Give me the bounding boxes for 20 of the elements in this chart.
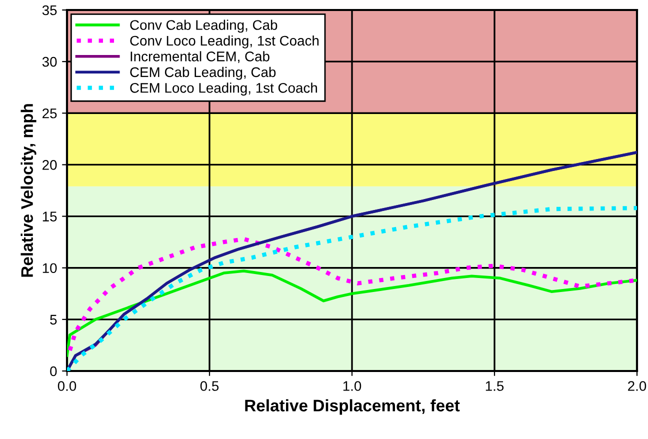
legend-label: Incremental CEM, Cab (130, 51, 270, 64)
legend-label: CEM Cab Leading, Cab (130, 66, 276, 80)
y-tick-label: 10 (42, 263, 57, 274)
legend-label: CEM Loco Leading, 1st Coach (130, 82, 317, 96)
x-tick-label: 1.0 (343, 381, 362, 391)
x-tick-label: 0.5 (200, 381, 219, 391)
y-tick-label: 35 (42, 5, 57, 16)
y-tick-label: 0 (50, 366, 57, 376)
y-tick-label: 30 (42, 56, 57, 67)
y-axis-title: Relative Velocity, mph (20, 104, 36, 277)
y-tick-label: 15 (42, 212, 57, 222)
legend-label: Conv Cab Leading, Cab (130, 20, 278, 33)
legend-label: Conv Loco Leading, 1st Coach (130, 35, 319, 48)
y-tick-label: 5 (50, 314, 57, 325)
x-axis-title: Relative Displacement, feet (245, 399, 460, 415)
x-tick-label: 0.0 (58, 381, 76, 391)
y-tick-label: 25 (42, 108, 57, 118)
x-tick-label: 2.0 (628, 381, 646, 391)
y-tick-label: 20 (42, 160, 57, 170)
x-tick-label: 1.5 (486, 381, 504, 391)
